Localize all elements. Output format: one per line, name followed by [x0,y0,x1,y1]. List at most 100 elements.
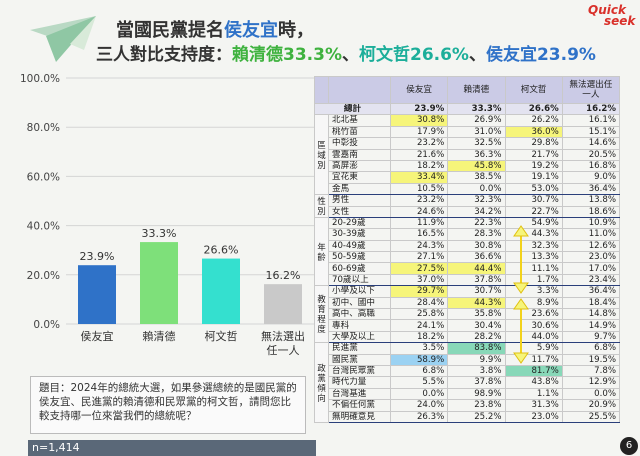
table-cell: 26.2% [504,114,563,127]
table-cell: 34.2% [447,205,506,218]
quickseek-logo: Quick seek [588,3,636,28]
table-row: 區域別北北基 30.8% 26.9% 26.2% 16.1% [314,114,621,196]
table-cell: 11.9% [389,216,449,230]
table-cell: 26.9% [447,114,506,127]
bar-value-label: 33.3% [142,227,177,240]
page-number: 6 [620,437,638,455]
bar [140,242,178,324]
table-row: 女性 24.6% 34.2% 22.7% 18.6% [315,205,621,218]
row-label: 大學及以上 [328,330,391,344]
table-row: 專科 24.1% 30.4% 30.6% 14.9% [315,319,621,332]
table-cell: 13.3% [504,251,563,264]
table-row: 70歲以上 37.0% 37.8% 1.7% 23.4% [315,273,621,287]
table-cell: 11.0% [561,228,621,241]
table-cell: 8.9% [504,296,563,310]
row-label: 高屏澎 [328,159,391,173]
table-cell: 16.1% [561,114,621,127]
table-cell: 5.9% [504,342,563,355]
row-label: 無明確意見 [328,410,391,423]
bar [78,265,116,324]
table-cell: 36.4% [561,285,621,298]
row-label: 不偏任何黨 [328,399,391,412]
table-cell: 33.4% [389,171,449,184]
group-label: 性別 [314,194,329,218]
table-cell: 19.1% [504,171,563,184]
table-cell: 14.6% [561,137,621,150]
bar [264,284,302,324]
table-cell: 32.5% [447,137,506,150]
sample-size: n=1,414 [28,440,316,456]
table-cell: 44.3% [504,228,563,241]
table-cell: 30.4% [447,319,506,332]
bar [202,258,240,324]
table-cell: 16.2% [561,102,621,116]
y-tick-label: 80.0% [27,122,60,134]
table-row: 國民黨 58.9% 9.9% 11.7% 19.5% [315,353,621,367]
group-label: 區域別 [314,114,329,196]
table-row: 台灣民眾黨 6.8% 3.8% 81.7% 7.8% [315,364,621,378]
table-row: 不偏任何黨 24.0% 23.8% 31.3% 20.9% [315,399,621,412]
table-cell: 21.6% [389,148,449,161]
bar-value-label: 23.9% [80,250,115,263]
row-label: 時代力量 [328,376,391,389]
row-label: 北北基 [328,114,391,127]
row-label: 金馬 [328,182,391,196]
table-cell: 19.2% [504,159,563,173]
table-cell: 33.3% [447,102,506,116]
table-cell: 3.5% [389,342,449,355]
table-cell: 81.7% [504,364,563,378]
table-row: 無明確意見 26.3% 25.2% 23.0% 25.5% [315,410,621,423]
table-cell: 25.8% [389,308,449,321]
table-row: 教育程度小學及以下 29.7% 30.7% 3.3% 36.4% [314,285,621,344]
table-cell: 44.3% [447,296,506,310]
table-row: 性別男性 23.2% 32.3% 30.7% 13.8% [314,194,621,218]
table-cell: 5.5% [389,376,449,389]
table-cell: 1.7% [504,273,563,287]
table-row: 60-69歲 27.5% 44.4% 11.1% 17.0% [315,262,621,275]
question-text: 題目：2024年的總統大選，如果參選總統的是國民黨的侯友宜、民進黨的賴清德和民眾… [39,382,297,422]
support-bar-chart: 0.0% 20.0% 40.0% 60.0% 80.0% 100.0% 23.9% 侯友宜 33… [20,73,314,357]
table-cell: 44.4% [447,262,506,275]
table-cell: 28.3% [447,228,506,241]
table-cell: 20.5% [561,148,621,161]
bar-value-label: 16.2% [266,269,301,282]
header-ko: 柯文哲 [504,76,563,104]
group-label: 政黨傾向 [314,342,329,423]
table-cell: 25.5% [561,410,621,423]
title-ko: 柯文哲26.6% [358,45,469,65]
table-cell: 44.0% [504,330,563,344]
row-label: 60-69歲 [328,262,391,275]
header-hou: 侯友宜 [389,76,449,104]
table-cell: 37.8% [447,376,506,389]
table-row: 30-39歲 16.5% 28.3% 44.3% 11.0% [315,228,621,241]
row-label: 桃竹苗 [328,125,391,139]
table-header-row: 侯友宜 賴清德 柯文哲 無法選出任一人 [314,76,621,104]
table-cell: 36.0% [504,125,563,139]
table-row: 高中、高職 25.8% 35.8% 23.6% 14.8% [315,308,621,321]
table-row: 政黨傾向民進黨 3.5% 83.8% 5.9% 6.8% [314,342,621,423]
table-cell: 6.8% [389,364,449,378]
category-label: 柯文哲 [205,329,238,343]
row-label: 小學及以下 [328,285,391,298]
table-cell: 32.3% [504,239,563,253]
table-cell: 25.2% [447,410,506,423]
table-row: 高屏澎 18.2% 45.8% 19.2% 16.8% [315,159,621,173]
table-cell: 18.4% [561,296,621,310]
y-tick-label: 0.0% [33,319,60,331]
table-cell: 10.9% [561,216,621,230]
table-cell: 98.9% [447,387,506,401]
table-cell: 11.1% [504,262,563,275]
row-label: 專科 [328,319,391,332]
table-cell: 36.3% [447,148,506,161]
table-cell: 3.3% [504,285,563,298]
row-label: 70歲以上 [328,273,391,287]
table-cell: 30.6% [504,319,563,332]
table-cell: 36.6% [447,251,506,264]
category-label: 侯友宜 [81,329,114,343]
table-cell: 23.2% [389,194,449,207]
category-label: 無法選出 [261,329,305,343]
table-row: 時代力量 5.5% 37.8% 43.8% 12.9% [315,376,621,389]
row-label: 台灣民眾黨 [328,364,391,378]
table-row: 年齡 20-29歲 11.9% 22.3% 54.9% 10.9% [314,216,621,287]
